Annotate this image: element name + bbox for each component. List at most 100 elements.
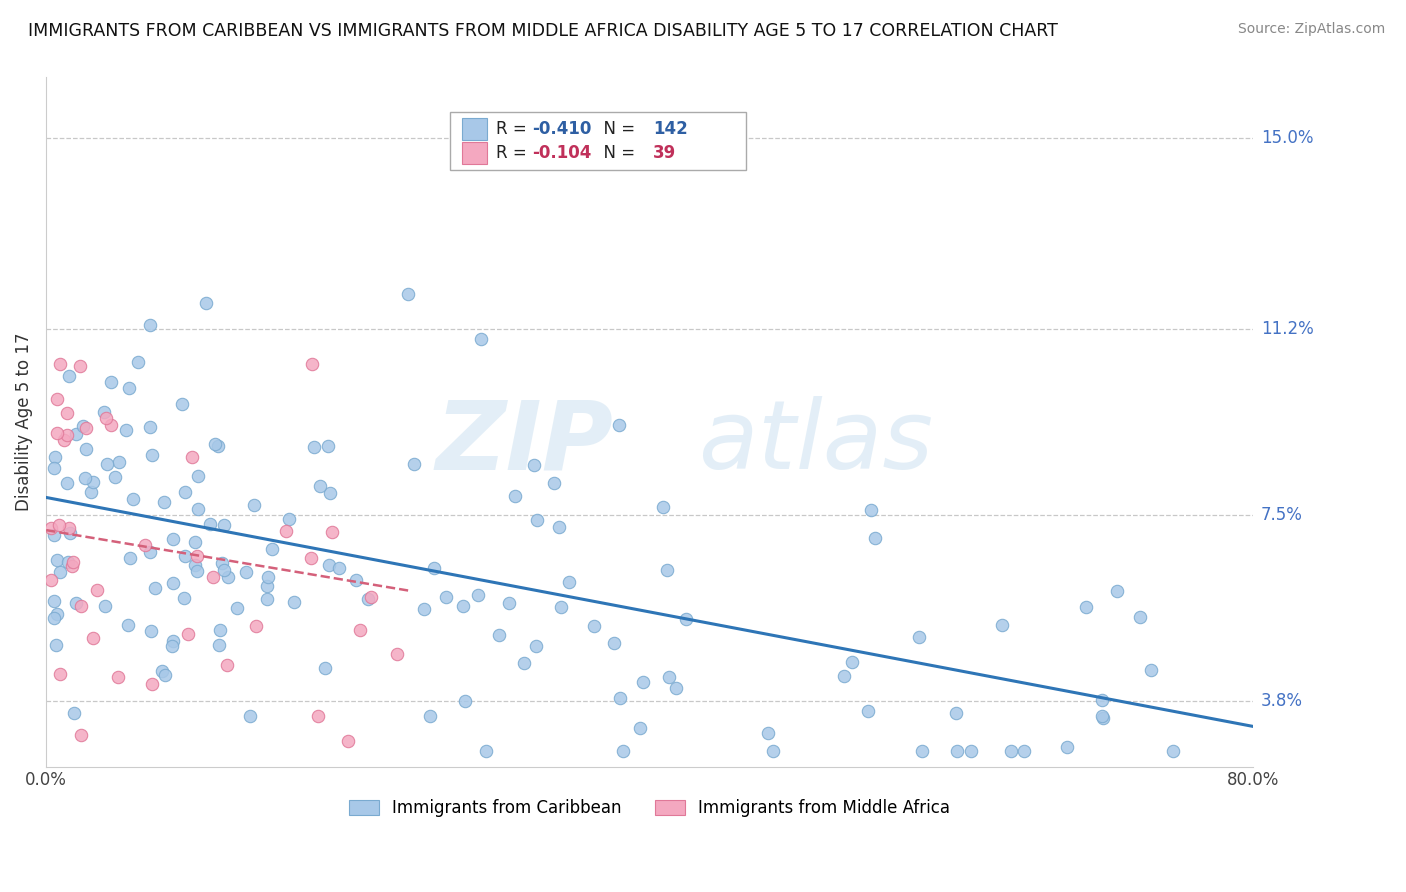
Point: [908, 630, 931, 644]
Point: [960, 744, 983, 758]
Point: [212, 518, 235, 533]
Point: [238, 709, 260, 723]
Point: [304, 440, 326, 454]
Point: [115, 423, 138, 437]
Text: 15.0%: 15.0%: [1261, 128, 1313, 147]
Point: [357, 591, 380, 606]
Text: -0.410: -0.410: [533, 120, 592, 138]
Point: [45, 607, 67, 621]
Point: [139, 544, 162, 558]
Point: [172, 397, 194, 411]
Point: [274, 524, 297, 538]
Point: [107, 670, 129, 684]
Point: [278, 512, 301, 526]
Point: [104, 469, 127, 483]
Point: [863, 531, 886, 545]
Point: [184, 558, 207, 572]
Text: -0.104: -0.104: [533, 144, 592, 161]
Point: [319, 485, 342, 500]
Text: N =: N =: [593, 144, 645, 161]
Point: [139, 624, 162, 639]
Point: [44, 450, 66, 464]
Point: [75, 442, 97, 456]
FancyBboxPatch shape: [450, 112, 747, 170]
Point: [44, 594, 66, 608]
Point: [58, 521, 80, 535]
Point: [186, 564, 208, 578]
Point: [859, 503, 882, 517]
Point: [1000, 744, 1022, 758]
Point: [314, 660, 336, 674]
Point: [523, 458, 546, 472]
Point: [832, 669, 855, 683]
Point: [1129, 609, 1152, 624]
Point: [256, 570, 278, 584]
Point: [195, 296, 218, 310]
Point: [42, 528, 65, 542]
Text: atlas: atlas: [697, 396, 932, 489]
Point: [299, 551, 322, 566]
Point: [69, 599, 91, 613]
Point: [858, 704, 880, 718]
Point: [256, 579, 278, 593]
Point: [631, 674, 654, 689]
Point: [46, 553, 69, 567]
Point: [475, 744, 498, 758]
Point: [423, 561, 446, 575]
Point: [56, 428, 79, 442]
Point: [56, 406, 79, 420]
Point: [39, 520, 62, 534]
Point: [208, 638, 231, 652]
Text: 11.2%: 11.2%: [1261, 320, 1313, 338]
Point: [209, 623, 232, 637]
Point: [141, 677, 163, 691]
Point: [53, 433, 76, 447]
Point: [55, 475, 77, 490]
Point: [82, 475, 104, 489]
Point: [139, 318, 162, 332]
Point: [75, 420, 97, 434]
Point: [56, 555, 79, 569]
Point: [48, 666, 70, 681]
Point: [434, 590, 457, 604]
Point: [318, 558, 340, 572]
Point: [118, 381, 141, 395]
Point: [321, 524, 343, 539]
Point: [675, 611, 697, 625]
Point: [48, 518, 70, 533]
Text: IMMIGRANTS FROM CARIBBEAN VS IMMIGRANTS FROM MIDDLE AFRICA DISABILITY AGE 5 TO 1: IMMIGRANTS FROM CARIBBEAN VS IMMIGRANTS …: [28, 22, 1057, 40]
Point: [547, 520, 569, 534]
Point: [655, 563, 678, 577]
Text: ZIP: ZIP: [436, 396, 613, 489]
Point: [65, 596, 87, 610]
Point: [524, 639, 547, 653]
Point: [841, 656, 863, 670]
Point: [204, 437, 226, 451]
Point: [628, 721, 651, 735]
Point: [256, 591, 278, 606]
Point: [451, 599, 474, 613]
Text: R =: R =: [496, 120, 533, 138]
Point: [762, 744, 785, 758]
Point: [360, 590, 382, 604]
Point: [419, 709, 441, 723]
Point: [93, 405, 115, 419]
Point: [122, 491, 145, 506]
Point: [283, 595, 305, 609]
Text: 39: 39: [652, 144, 676, 161]
Point: [543, 476, 565, 491]
Point: [243, 499, 266, 513]
Point: [60, 559, 83, 574]
Point: [225, 600, 247, 615]
Point: [118, 550, 141, 565]
Point: [45, 425, 67, 440]
Point: [80, 485, 103, 500]
Point: [96, 411, 118, 425]
Point: [235, 565, 257, 579]
Point: [665, 681, 688, 695]
Point: [609, 691, 631, 706]
Point: [1161, 744, 1184, 758]
Point: [207, 438, 229, 452]
Point: [187, 469, 209, 483]
Point: [139, 419, 162, 434]
